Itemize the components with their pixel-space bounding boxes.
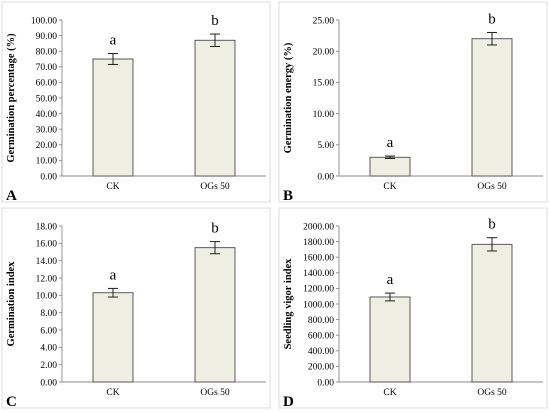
x-tick-label: OGs 50 bbox=[477, 182, 507, 192]
bar-ck bbox=[369, 156, 411, 177]
y-axis-label: Seedling vigor index bbox=[283, 258, 294, 350]
panel-label: C bbox=[6, 394, 17, 410]
bar-ck bbox=[92, 58, 134, 177]
significance-letter: a bbox=[110, 33, 117, 49]
x-tick-label: OGs 50 bbox=[200, 388, 230, 398]
y-tick-label: 30.00 bbox=[36, 126, 58, 136]
y-tick-label: 8.00 bbox=[40, 309, 57, 319]
significance-letter: b bbox=[488, 217, 496, 233]
panel-label: A bbox=[6, 188, 17, 204]
y-tick-label: 20.00 bbox=[313, 48, 335, 58]
y-tick-label: 90.00 bbox=[36, 32, 58, 42]
y-tick-label: 800.00 bbox=[308, 316, 334, 326]
panel-germination-energy: 0.00 5.00 10.00 15.00 20.00 25.00 Germination … bbox=[277, 0, 550, 206]
y-tick-label: 1600.00 bbox=[303, 254, 334, 264]
y-tick-label: 1400.00 bbox=[303, 269, 334, 279]
significance-letter: a bbox=[110, 267, 117, 283]
bar-ogs-50 bbox=[194, 39, 236, 177]
significance-letter: b bbox=[211, 221, 219, 237]
y-tick-label: 5.00 bbox=[317, 141, 334, 151]
x-tick-label: CK bbox=[106, 182, 119, 192]
panel-seedling-vigor-index: 0.00 200.00 400.00 600.00 800.00 1000.00 1200.… bbox=[277, 206, 550, 412]
panel-germination-index: 0.00 2.00 4.00 6.00 8.00 10.00 12.00 14.00 16.00… bbox=[0, 206, 273, 412]
significance-letter: b bbox=[488, 11, 496, 27]
y-tick-label: 400.00 bbox=[308, 347, 334, 357]
panel-frame bbox=[278, 207, 548, 409]
x-tick-label: CK bbox=[383, 182, 396, 192]
y-axis-label: Germination index bbox=[6, 261, 17, 347]
y-tick-label: 200.00 bbox=[308, 363, 334, 373]
significance-letter: b bbox=[211, 13, 219, 29]
y-tick-label: 100.00 bbox=[31, 16, 57, 26]
panel-label: B bbox=[283, 188, 293, 204]
y-tick-label: 1200.00 bbox=[303, 285, 334, 295]
y-tick-label: 60.00 bbox=[36, 79, 58, 89]
y-tick-label: 15.00 bbox=[313, 79, 335, 89]
x-tick-label: OGs 50 bbox=[200, 182, 230, 192]
y-tick-label: 6.00 bbox=[40, 326, 57, 336]
panel-germination-percentage: 0.00 10.00 20.00 30.00 40.00 50.00 60.00 70.00 8… bbox=[0, 0, 273, 206]
y-tick-label: 4.00 bbox=[40, 344, 57, 354]
y-tick-label: 18.00 bbox=[36, 222, 58, 232]
y-tick-label: 10.00 bbox=[313, 110, 335, 120]
y-tick-label: 40.00 bbox=[36, 110, 58, 120]
bar-ogs-50 bbox=[194, 247, 236, 383]
y-tick-label: 2.00 bbox=[40, 361, 57, 371]
chart-svg: 0.00 5.00 10.00 15.00 20.00 25.00 Germination … bbox=[278, 1, 548, 204]
y-tick-label: 20.00 bbox=[36, 141, 58, 151]
bar-ogs-50 bbox=[471, 243, 513, 383]
x-tick-label: OGs 50 bbox=[477, 388, 507, 398]
y-tick-label: 0.00 bbox=[40, 172, 57, 182]
panel-frame bbox=[278, 1, 548, 203]
y-tick-label: 14.00 bbox=[36, 257, 58, 267]
y-tick-label: 0.00 bbox=[317, 378, 334, 388]
y-axis-label: Germination energy (%) bbox=[283, 42, 294, 153]
x-tick-label: CK bbox=[106, 388, 119, 398]
y-tick-label: 70.00 bbox=[36, 63, 58, 73]
y-tick-label: 25.00 bbox=[313, 16, 335, 26]
y-tick-label: 2000.00 bbox=[303, 222, 334, 232]
chart-svg: 0.00 10.00 20.00 30.00 40.00 50.00 60.00 70.00 8… bbox=[1, 1, 271, 204]
panel-frame bbox=[1, 1, 271, 203]
panel-frame bbox=[1, 207, 271, 409]
y-tick-label: 0.00 bbox=[317, 172, 334, 182]
x-tick-label: CK bbox=[383, 388, 396, 398]
panel-label: D bbox=[283, 394, 294, 410]
significance-letter: a bbox=[387, 135, 394, 151]
y-axis-label: Germination percentage (%) bbox=[6, 33, 17, 163]
y-tick-label: 10.00 bbox=[36, 157, 58, 167]
y-tick-label: 1000.00 bbox=[303, 300, 334, 310]
bar-ck bbox=[369, 296, 411, 383]
bar-ck bbox=[92, 292, 134, 383]
y-tick-label: 0.00 bbox=[40, 378, 57, 388]
y-tick-label: 16.00 bbox=[36, 240, 58, 250]
significance-letter: a bbox=[387, 272, 394, 288]
y-tick-label: 80.00 bbox=[36, 48, 58, 58]
y-tick-label: 12.00 bbox=[36, 274, 58, 284]
y-tick-label: 50.00 bbox=[36, 94, 58, 104]
y-tick-label: 1800.00 bbox=[303, 238, 334, 248]
y-tick-label: 600.00 bbox=[308, 332, 334, 342]
y-tick-label: 10.00 bbox=[36, 292, 58, 302]
chart-svg: 0.00 2.00 4.00 6.00 8.00 10.00 12.00 14.00 16.00… bbox=[1, 207, 271, 410]
chart-svg: 0.00 200.00 400.00 600.00 800.00 1000.00 1200.… bbox=[278, 207, 548, 410]
bar-ogs-50 bbox=[471, 38, 513, 177]
